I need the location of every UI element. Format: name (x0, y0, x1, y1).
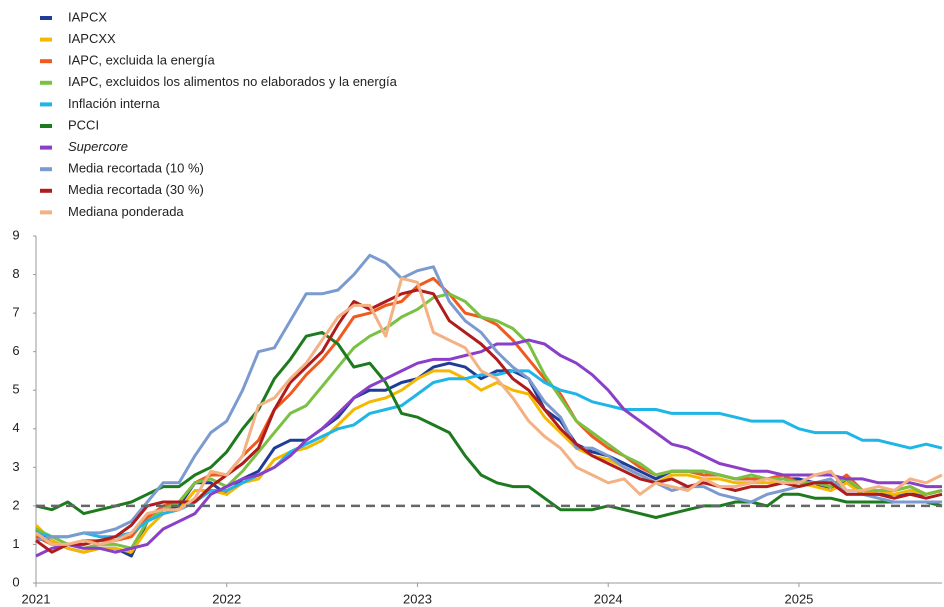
legend-label: Media recortada (10 %) (68, 161, 204, 176)
legend-label: Mediana ponderada (68, 204, 184, 219)
y-tick-label: 5 (12, 382, 19, 397)
legend-label: PCCI (68, 117, 99, 132)
legend-label: Media recortada (30 %) (68, 182, 204, 197)
y-tick-label: 4 (12, 420, 19, 435)
x-tick-label: 2024 (594, 591, 623, 606)
series-line (35, 276, 943, 546)
y-tick-label: 8 (12, 266, 19, 281)
series-line (35, 288, 943, 554)
x-tick-label: 2022 (212, 591, 241, 606)
y-tick-label: 0 (12, 574, 19, 589)
series-line (35, 338, 942, 558)
legend-label: IAPC, excluidos los alimentos no elabora… (68, 74, 398, 89)
legend-label: IAPCX (68, 9, 107, 24)
x-tick-label: 2025 (784, 591, 813, 606)
series-line (35, 369, 943, 539)
y-tick-label: 2 (12, 497, 19, 512)
legend-label: Inflación interna (68, 96, 161, 111)
y-tick-label: 9 (12, 227, 19, 242)
y-tick-label: 6 (12, 343, 19, 358)
x-tick-label: 2023 (403, 591, 432, 606)
series-line (35, 330, 943, 519)
y-tick-label: 1 (12, 536, 19, 551)
y-tick-label: 3 (12, 459, 19, 474)
y-tick-label: 7 (12, 305, 19, 320)
series-line (35, 292, 943, 550)
legend-label: IAPC, excluida la energía (68, 53, 215, 68)
legend-label: IAPCXX (68, 31, 116, 46)
series-line (35, 361, 943, 558)
legend-label: Supercore (68, 139, 128, 154)
series-line (35, 253, 942, 543)
x-tick-label: 2021 (22, 591, 51, 606)
